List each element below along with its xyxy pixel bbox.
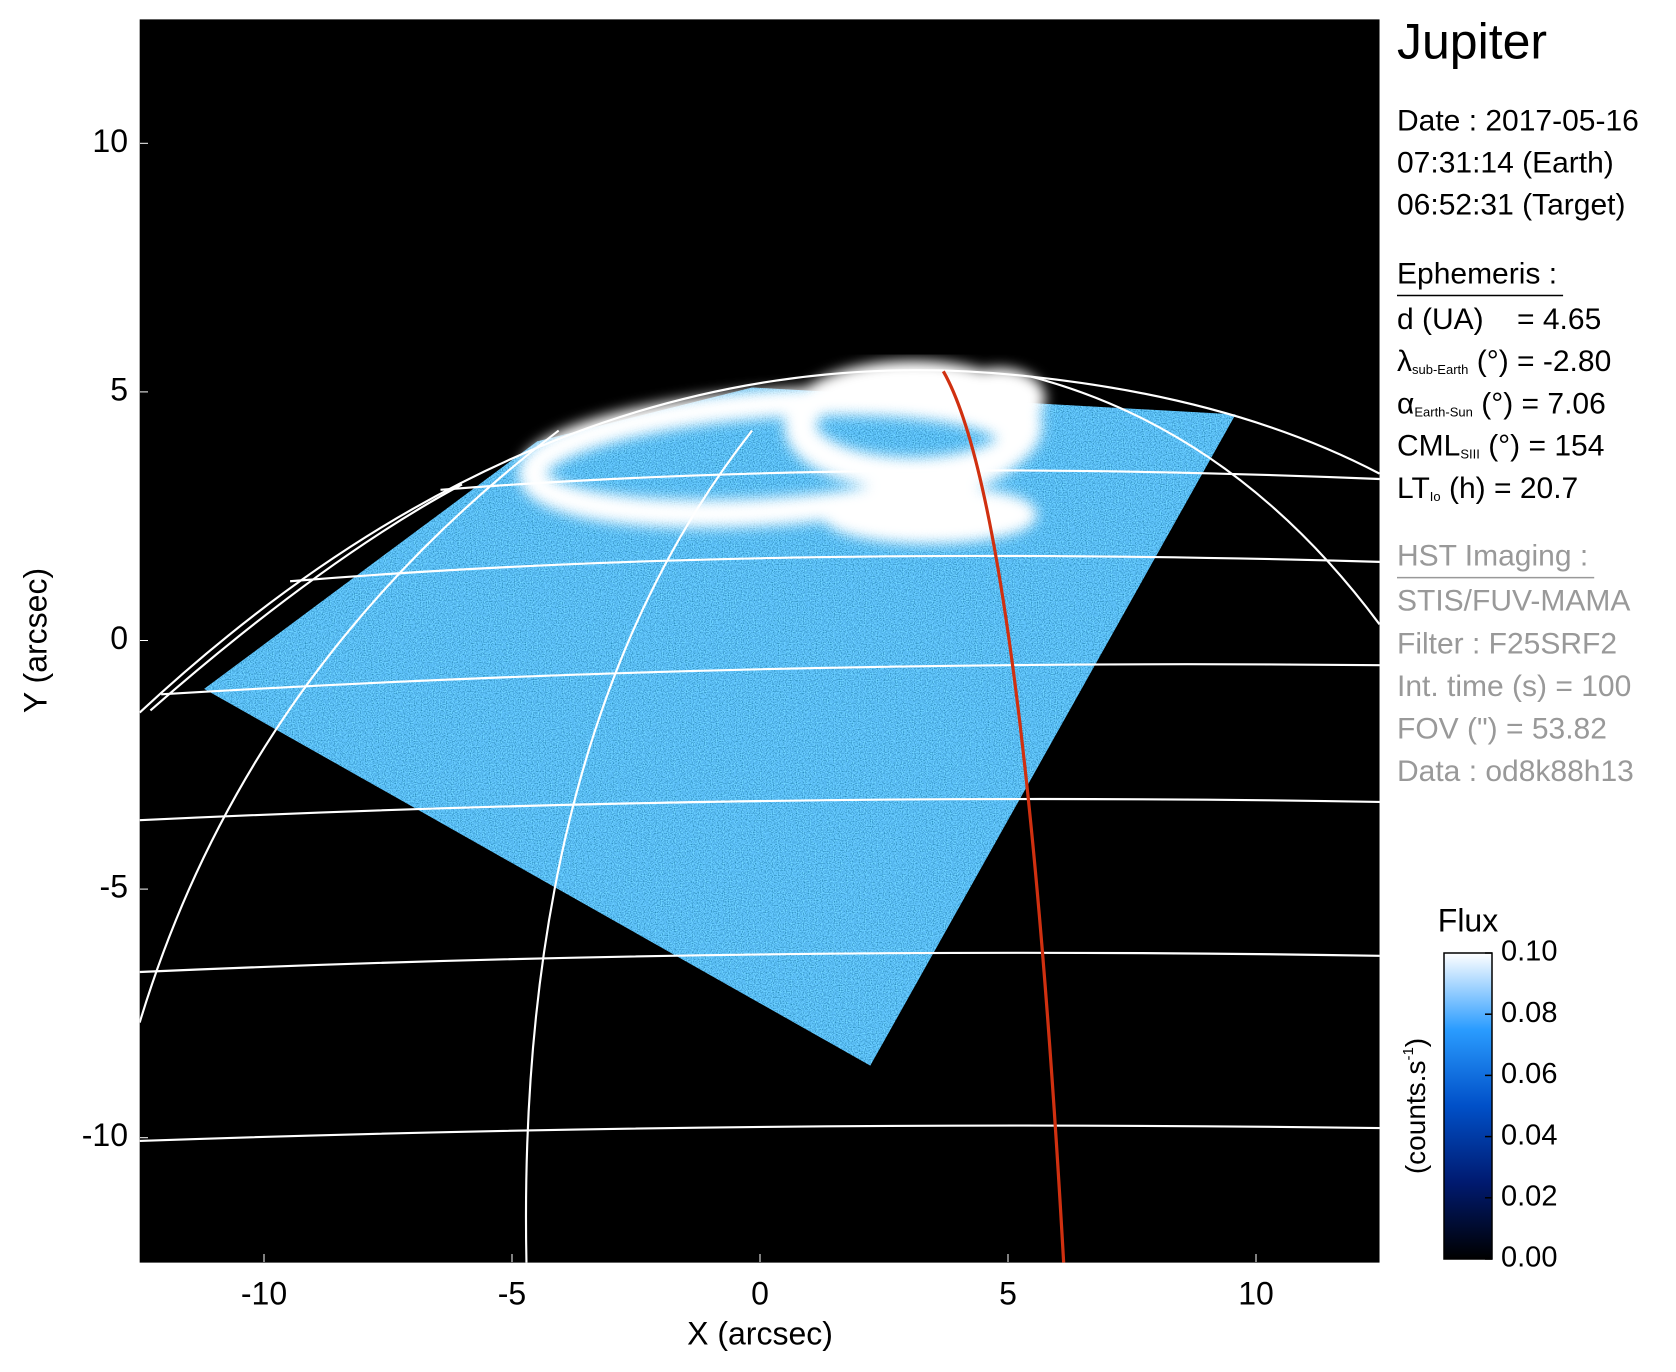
x-axis-label: X (arcsec) xyxy=(687,1315,833,1351)
ephemeris-value: (°) = -2.80 xyxy=(1468,345,1611,378)
aurora xyxy=(518,360,1046,544)
ephemeris-symbol: LT xyxy=(1397,472,1430,505)
central-meridian xyxy=(941,370,1066,1263)
section-heading: Ephemeris : xyxy=(1397,257,1557,290)
ephemeris-value: d (UA) = 4.65 xyxy=(1397,303,1601,336)
ephemeris-row: αEarth-Sun (°) = 7.06 xyxy=(1397,387,1606,420)
colorbar-tick-label: 0.00 xyxy=(1501,1242,1557,1274)
panel-title: Jupiter xyxy=(1397,13,1547,69)
section-heading: HST Imaging : xyxy=(1397,539,1588,572)
imaging-row: STIS/FUV-MAMA xyxy=(1397,585,1630,618)
colorbar-tick-label: 0.10 xyxy=(1501,936,1557,968)
colorbar-tick-label: 0.02 xyxy=(1501,1180,1557,1212)
colorbar-title: Flux xyxy=(1438,902,1498,938)
ephemeris-subscript: sub-Earth xyxy=(1412,362,1468,377)
ephemeris-row: CMLSIII (°) = 154 xyxy=(1397,430,1604,463)
colorbar-tick-label: 0.04 xyxy=(1501,1119,1557,1151)
imaging-row: FOV (") = 53.82 xyxy=(1397,713,1607,746)
colorbar-label-text: (counts.s xyxy=(1400,1061,1431,1175)
x-tick-label: -5 xyxy=(498,1275,526,1311)
lat-lon-grid xyxy=(139,369,1380,1263)
imaging-row: Int. time (s) = 100 xyxy=(1397,670,1631,703)
y-tick-label: 10 xyxy=(92,123,128,159)
ephemeris-value: (h) = 20.7 xyxy=(1441,472,1579,505)
imaging-row: Data : od8k88h13 xyxy=(1397,755,1634,788)
observation xyxy=(139,360,1380,1263)
x-tick-label: 5 xyxy=(999,1275,1017,1311)
y-axis-label: Y (arcsec) xyxy=(17,568,53,713)
ephemeris-row: λsub-Earth (°) = -2.80 xyxy=(1397,345,1611,378)
colorbar xyxy=(1443,952,1493,1260)
colorbar-tick-label: 0.08 xyxy=(1501,997,1557,1029)
ephemeris-value: (°) = 7.06 xyxy=(1473,387,1606,420)
ephemeris-symbol: λ xyxy=(1397,345,1412,378)
x-tick-label: -10 xyxy=(241,1275,287,1311)
y-tick-label: 5 xyxy=(110,371,128,407)
ephemeris-symbol: CML xyxy=(1397,430,1460,463)
ephemeris-subscript: Earth-Sun xyxy=(1414,404,1473,419)
y-tick-label: 0 xyxy=(110,620,128,656)
date-line: 07:31:14 (Earth) xyxy=(1397,147,1614,180)
x-tick-label: 10 xyxy=(1238,1275,1274,1311)
ephemeris-symbol: α xyxy=(1397,387,1414,420)
ephemeris-subscript: Io xyxy=(1430,489,1441,504)
date-line: 06:52:31 (Target) xyxy=(1397,189,1625,222)
ephemeris-value: (°) = 154 xyxy=(1480,430,1605,463)
y-tick-label: -5 xyxy=(100,869,128,905)
x-tick-label: 0 xyxy=(751,1275,769,1311)
y-tick-label: -10 xyxy=(82,1117,128,1153)
detector-field xyxy=(204,387,1236,1066)
ephemeris-row: LTIo (h) = 20.7 xyxy=(1397,472,1578,505)
colorbar-label: (counts.s-1) xyxy=(1400,1038,1431,1174)
ephemeris-subscript: SIII xyxy=(1460,447,1480,462)
colorbar-label-sup: -1 xyxy=(1400,1047,1417,1060)
date-line: Date : 2017-05-16 xyxy=(1397,105,1639,138)
imaging-row: Filter : F25SRF2 xyxy=(1397,627,1617,660)
colorbar-tick-label: 0.06 xyxy=(1501,1058,1557,1090)
ephemeris-row: d (UA) = 4.65 xyxy=(1397,303,1601,336)
colorbar-label-close: ) xyxy=(1400,1038,1431,1047)
image-layer xyxy=(139,19,1380,1263)
